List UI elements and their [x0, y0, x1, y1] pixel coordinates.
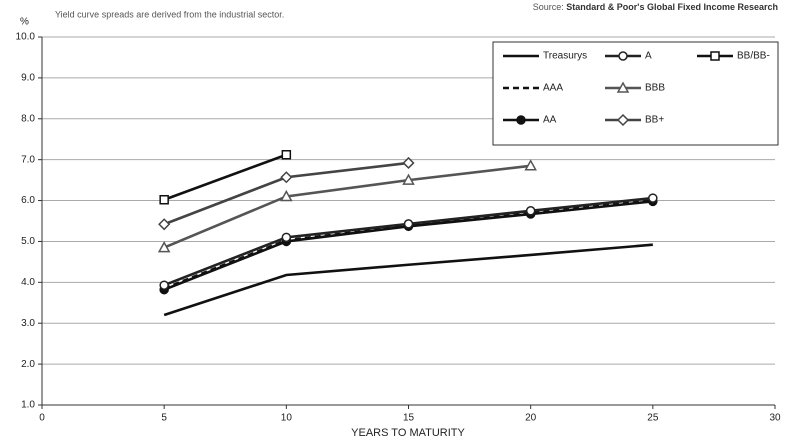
- legend-label: BBB: [645, 83, 665, 94]
- series-line: [163, 153, 287, 201]
- point: [280, 189, 293, 202]
- y-tick-label: 10.0: [16, 32, 36, 43]
- x-tick-label: 0: [39, 413, 45, 424]
- point: [281, 150, 292, 160]
- legend-label: AA: [543, 115, 557, 126]
- y-tick-label: 6.0: [21, 195, 35, 206]
- x-axis-label: YEARS TO MATURITY: [351, 427, 465, 439]
- x-tick-label: 5: [161, 413, 167, 424]
- legend-label: A: [645, 51, 652, 62]
- legend-label: BB+: [645, 115, 664, 126]
- point: [280, 171, 293, 184]
- legend-label: AAA: [543, 83, 563, 94]
- y-tick-label: 3.0: [21, 318, 35, 329]
- point: [159, 280, 169, 290]
- y-tick-label: 1.0: [21, 400, 35, 411]
- y-tick-label: 9.0: [21, 73, 35, 84]
- x-tick-label: 20: [525, 413, 537, 424]
- y-tick-label: 4.0: [21, 277, 35, 288]
- legend-box: [492, 41, 779, 146]
- source-prefix: Source:: [533, 2, 564, 12]
- chart-note: Yield curve spreads are derived from the…: [55, 9, 284, 19]
- x-tick-label: 25: [647, 413, 659, 424]
- legend-marker: [616, 81, 630, 93]
- y-tick-label: 5.0: [21, 236, 35, 247]
- y-tick-label: 8.0: [21, 113, 35, 124]
- point: [159, 194, 169, 205]
- y-tick-label: 7.0: [21, 154, 35, 165]
- legend-label: BB/BB-: [737, 51, 770, 62]
- point: [525, 206, 536, 216]
- legend-marker: [616, 113, 630, 127]
- point: [281, 232, 292, 243]
- x-tick-label: 10: [281, 413, 293, 424]
- series-line: [163, 243, 653, 317]
- series-line: [163, 199, 653, 290]
- x-tick-label: 30: [769, 413, 781, 424]
- series-line: [163, 200, 653, 291]
- point: [403, 219, 414, 229]
- chart-source: Source: Standard & Poor's Global Fixed I…: [533, 2, 778, 12]
- point: [157, 241, 171, 253]
- series-line: [163, 164, 531, 249]
- point: [402, 173, 415, 185]
- legend-marker: [516, 115, 526, 125]
- point: [402, 156, 415, 169]
- legend-label: Treasurys: [543, 51, 587, 62]
- legend-marker: [710, 51, 720, 61]
- y-unit: %: [20, 17, 29, 28]
- legend-marker: [618, 51, 628, 61]
- point: [158, 218, 171, 231]
- y-tick-label: 2.0: [21, 359, 35, 370]
- x-tick-label: 15: [403, 413, 415, 424]
- source-text: Standard & Poor's Global Fixed Income Re…: [566, 2, 778, 12]
- point: [524, 159, 537, 171]
- point: [648, 193, 658, 203]
